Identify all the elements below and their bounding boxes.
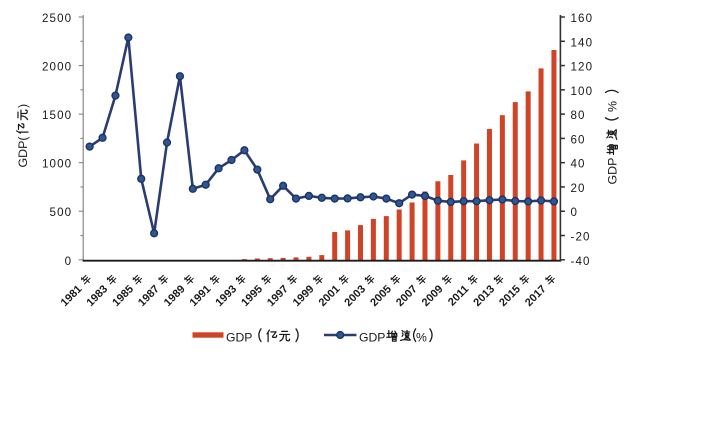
svg-text:60: 60	[571, 133, 586, 146]
svg-text:1500: 1500	[42, 109, 72, 122]
svg-text:%: %	[606, 101, 620, 112]
svg-text:-40: -40	[571, 255, 591, 268]
svg-text:160: 160	[571, 12, 594, 25]
svg-text:100: 100	[571, 85, 594, 98]
svg-text:20: 20	[571, 182, 586, 195]
svg-text:-20: -20	[571, 231, 591, 244]
svg-text:GDP: GDP	[359, 331, 385, 345]
svg-text:0: 0	[65, 255, 73, 268]
svg-text:40: 40	[571, 158, 586, 171]
svg-text:GDP(: GDP(	[16, 136, 30, 168]
svg-text:1000: 1000	[42, 158, 72, 171]
svg-text:2500: 2500	[42, 12, 72, 25]
svg-text:GDP: GDP	[606, 158, 620, 185]
svg-text:120: 120	[571, 61, 594, 74]
svg-text:140: 140	[571, 36, 594, 49]
svg-text:GDP: GDP	[226, 331, 252, 345]
svg-text:): )	[16, 104, 30, 108]
svg-text:%: %	[416, 331, 427, 345]
svg-text:80: 80	[571, 109, 586, 122]
svg-text:500: 500	[50, 206, 73, 219]
svg-text:0: 0	[571, 206, 579, 219]
svg-text:2000: 2000	[42, 61, 72, 74]
